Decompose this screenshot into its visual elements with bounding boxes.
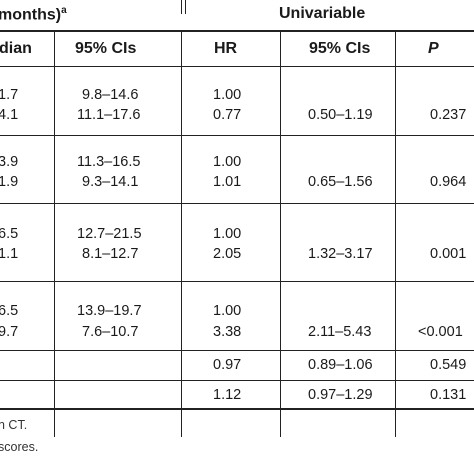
median-cell: 3.9 — [0, 154, 19, 170]
hr-cell: 1.12 — [213, 387, 242, 403]
median-cell: 1.7 — [0, 87, 19, 103]
p-cell: 0.131 — [430, 387, 467, 403]
hr-ci-cell: 0.65–1.56 — [308, 174, 373, 190]
group-separator — [0, 135, 474, 136]
footnote: scores. — [0, 440, 39, 454]
p-cell: <0.001 — [418, 324, 463, 340]
ci-cell: 12.7–21.5 — [77, 226, 142, 242]
median-cell: 1.1 — [0, 246, 19, 262]
group-header-right: Univariable — [279, 5, 366, 22]
col-divider — [181, 31, 182, 437]
hr-cell: 2.05 — [213, 246, 242, 262]
table-bottom-rule — [0, 408, 474, 410]
hr-ci-cell: 0.50–1.19 — [308, 107, 373, 123]
ci-cell: 11.3–16.5 — [77, 154, 141, 170]
median-cell: 4.1 — [0, 107, 19, 123]
hr-cell: 0.97 — [213, 357, 242, 373]
col-header-hr-ci: 95% CIs — [309, 40, 371, 57]
hr-cell: 1.00 — [213, 154, 242, 170]
group-separator — [0, 380, 474, 381]
col-divider — [395, 31, 396, 437]
header-rule-bottom — [0, 66, 474, 67]
group-header-left-text: months) — [0, 6, 62, 24]
ci-cell: 9.3–14.1 — [82, 174, 139, 190]
header-divider — [181, 0, 182, 14]
hr-cell: 1.00 — [213, 87, 242, 103]
hr-cell: 0.77 — [213, 107, 242, 123]
median-cell: 6.5 — [0, 303, 19, 319]
hr-cell: 1.00 — [213, 303, 242, 319]
col-header-ci: 95% CIs — [75, 40, 137, 57]
footnote: n CT. — [0, 418, 28, 432]
median-cell: 9.7 — [0, 324, 19, 340]
col-divider — [280, 31, 281, 437]
p-cell: 0.237 — [430, 107, 467, 123]
header-rule-top — [0, 30, 474, 32]
hr-cell: 1.01 — [213, 174, 242, 190]
p-cell: 0.549 — [430, 357, 467, 373]
group-header-left: months)a — [0, 5, 67, 24]
hr-ci-cell: 0.97–1.29 — [308, 387, 373, 403]
hr-ci-cell: 2.11–5.43 — [308, 324, 372, 340]
group-separator — [0, 281, 474, 282]
group-separator — [0, 203, 474, 204]
footnote-marker: a — [61, 5, 67, 16]
hr-ci-cell: 0.89–1.06 — [308, 357, 373, 373]
col-header-median: dian — [0, 40, 32, 57]
hr-cell: 1.00 — [213, 226, 242, 242]
header-divider — [185, 0, 186, 14]
ci-cell: 11.1–17.6 — [77, 107, 141, 123]
ci-cell: 8.1–12.7 — [82, 246, 139, 262]
ci-cell: 7.6–10.7 — [82, 324, 139, 340]
col-divider — [54, 31, 55, 437]
median-cell: 6.5 — [0, 226, 19, 242]
ci-cell: 9.8–14.6 — [82, 87, 139, 103]
hr-ci-cell: 1.32–3.17 — [308, 246, 373, 262]
p-cell: 0.964 — [430, 174, 467, 190]
col-header-hr: HR — [214, 40, 238, 57]
ci-cell: 13.9–19.7 — [77, 303, 142, 319]
median-cell: 1.9 — [0, 174, 19, 190]
group-separator — [0, 350, 474, 351]
p-cell: 0.001 — [430, 246, 467, 262]
col-header-p: P — [428, 40, 439, 57]
hr-cell: 3.38 — [213, 324, 242, 340]
